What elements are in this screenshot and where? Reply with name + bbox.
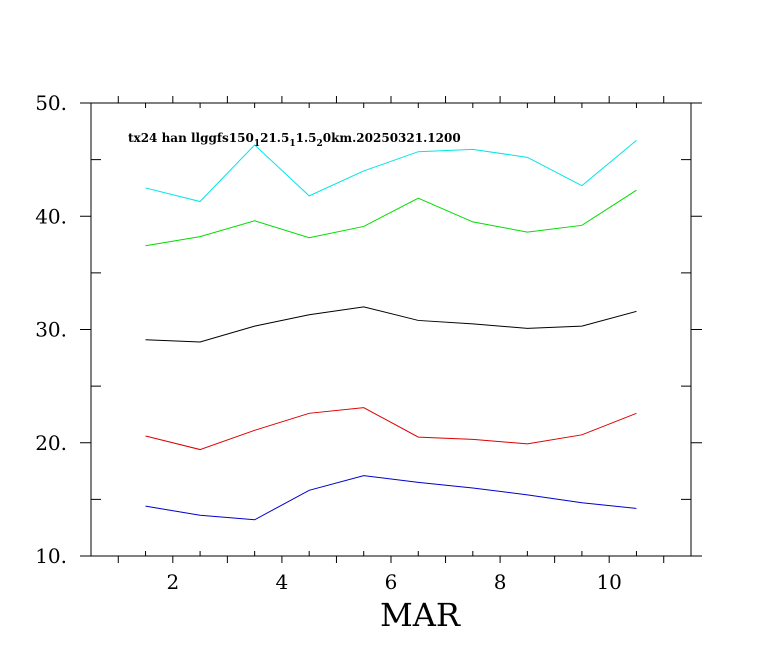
y-tick-label: 50. (35, 91, 67, 115)
title-subscript: 2 (317, 139, 323, 149)
plot-frame (90, 102, 692, 557)
x-tick-labels: 2 4 6 8 10 (166, 570, 621, 594)
series-line-green (145, 189, 637, 247)
x-tick-label: 6 (385, 570, 398, 594)
series-line-red (145, 407, 637, 451)
title-subscript: 1 (289, 139, 295, 149)
y-tick-label: 20. (35, 431, 67, 455)
title-part: 21.5 (260, 131, 289, 145)
title-part: 0km.20250321.1200 (323, 131, 461, 145)
series-line-cyan (145, 139, 637, 203)
x-tick-label: 2 (166, 570, 179, 594)
y-tick-labels: 10. 20. 30. 40. 50. (35, 91, 67, 568)
x-tick-label: 8 (494, 570, 507, 594)
series-line-black (145, 306, 637, 343)
title-part: tx24 han llggfs150 (128, 131, 254, 145)
title-subscript: 1 (254, 139, 260, 149)
series-line-blue (145, 475, 637, 521)
chart-title: tx24 han llggfs150121.511.520km.20250321… (128, 131, 461, 149)
axis-ticks (80, 96, 702, 563)
title-part: 1.5 (296, 131, 317, 145)
x-axis-label: MAR (380, 596, 461, 634)
x-tick-label: 4 (276, 570, 289, 594)
y-tick-label: 40. (35, 204, 67, 228)
y-tick-label: 10. (35, 544, 67, 568)
y-tick-label: 30. (35, 318, 67, 342)
series-group (145, 139, 637, 521)
x-tick-label: 10 (596, 570, 621, 594)
